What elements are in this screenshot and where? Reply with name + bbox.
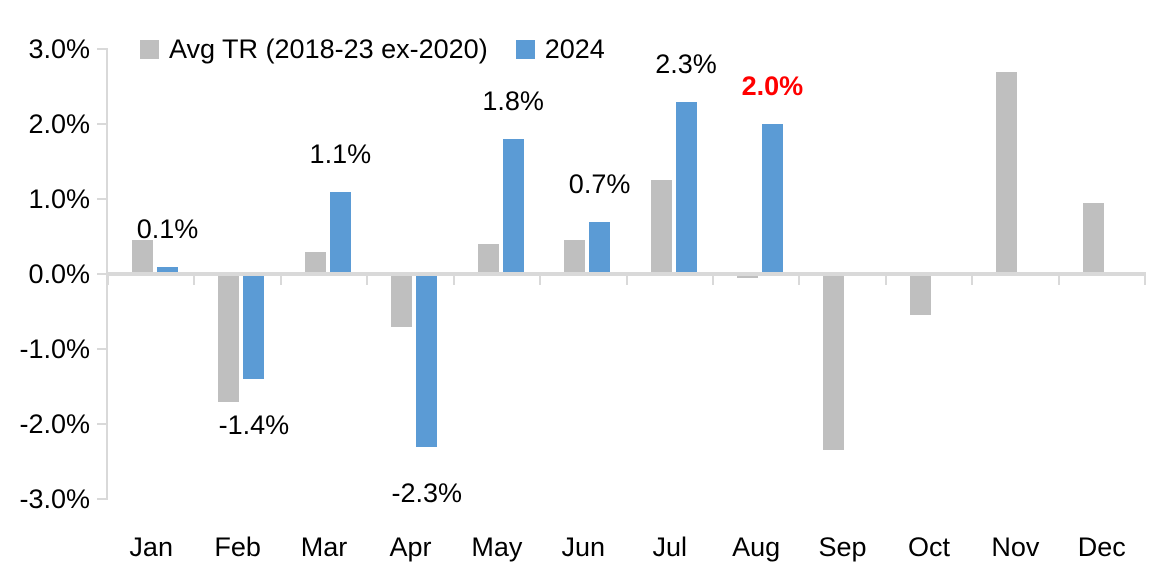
- y-tick-label: 1.0%: [28, 184, 90, 214]
- x-label-jan: Jan: [129, 532, 173, 562]
- x-tick-mark: [884, 272, 887, 285]
- legend-item-avg-tr: Avg TR (2018-23 ex-2020): [140, 36, 488, 63]
- bar-2024-may: [502, 139, 524, 274]
- x-tick-mark: [971, 272, 974, 285]
- x-label-feb: Feb: [214, 532, 261, 562]
- bar-2024-mar: [329, 191, 351, 274]
- y-tick-label: 3.0%: [28, 34, 90, 64]
- x-tick-mark: [798, 272, 801, 285]
- x-tick-mark: [193, 272, 196, 285]
- data-label-may: 1.8%: [482, 86, 544, 116]
- x-tick-mark: [625, 272, 628, 285]
- x-label-mar: Mar: [300, 532, 348, 562]
- x-label-nov: Nov: [991, 532, 1040, 562]
- data-label-jan: 0.1%: [136, 213, 199, 244]
- x-label-oct: Oct: [907, 532, 950, 562]
- x-axis-line: [108, 272, 1145, 276]
- x-label-dec: Dec: [1077, 532, 1126, 562]
- bar-2024-jan: [157, 266, 178, 274]
- x-label-jun: Jun: [561, 532, 606, 562]
- x-tick-mark: [107, 272, 109, 285]
- x-tick-mark: [1144, 272, 1146, 285]
- data-label-jun: 0.7%: [568, 168, 631, 199]
- bar-avg-sep: [823, 274, 845, 451]
- y-tick-mark: [97, 123, 108, 125]
- data-label-apr: -2.3%: [391, 477, 463, 508]
- y-tick-mark: [97, 498, 108, 500]
- bar-2024-jun: [589, 221, 611, 274]
- bar-avg-feb: [218, 274, 240, 402]
- legend-label-avg-tr: Avg TR (2018-23 ex-2020): [169, 34, 488, 64]
- x-label-sep: Sep: [818, 532, 867, 562]
- x-label-aug: Aug: [732, 532, 781, 562]
- bar-2024-jul: [675, 101, 697, 274]
- data-label-jul: 2.3%: [655, 48, 717, 79]
- y-tick-mark: [97, 48, 108, 50]
- legend-swatch-2024-icon: [515, 40, 535, 59]
- bar-avg-apr: [391, 274, 413, 327]
- y-tick-label: 0.0%: [28, 259, 90, 289]
- bar-2024-aug: [761, 124, 783, 274]
- x-tick-mark: [1057, 272, 1060, 285]
- bar-avg-nov: [996, 71, 1018, 274]
- y-tick-mark: [97, 273, 108, 275]
- x-tick-mark: [452, 272, 455, 285]
- y-tick-mark: [97, 348, 108, 350]
- bar-avg-mar: [304, 251, 326, 274]
- x-label-jul: Jul: [652, 532, 687, 562]
- x-tick-mark: [539, 272, 542, 285]
- bar-avg-may: [477, 244, 499, 274]
- legend-swatch-avg-tr-icon: [140, 40, 159, 59]
- y-tick-label: -3.0%: [19, 484, 90, 514]
- x-tick-mark: [711, 272, 714, 285]
- bar-avg-jul: [650, 180, 672, 274]
- x-tick-mark: [366, 272, 369, 285]
- x-label-apr: Apr: [389, 532, 432, 562]
- y-tick-label: -2.0%: [19, 409, 90, 439]
- legend-label-2024: 2024: [544, 34, 605, 64]
- legend-item-2024: 2024: [515, 34, 605, 64]
- y-tick-mark: [97, 198, 108, 200]
- legend: Avg TR (2018-23 ex-2020) 2024: [140, 36, 605, 63]
- y-tick-label: 2.0%: [28, 109, 90, 139]
- y-tick-mark: [97, 423, 108, 425]
- bar-avg-jun: [564, 240, 586, 274]
- data-label-feb: -1.4%: [218, 410, 290, 440]
- bar-avg-dec: [1082, 202, 1104, 274]
- bar-2024-feb: [243, 274, 265, 379]
- data-label-mar: 1.1%: [309, 138, 372, 169]
- bar-avg-oct: [909, 274, 931, 316]
- bar-2024-apr: [416, 274, 438, 447]
- bar-avg-jan: [132, 240, 153, 274]
- x-tick-mark: [279, 272, 282, 285]
- x-label-may: May: [471, 532, 523, 562]
- y-tick-label: -1.0%: [19, 334, 90, 364]
- data-label-aug: 2.0%: [741, 71, 804, 101]
